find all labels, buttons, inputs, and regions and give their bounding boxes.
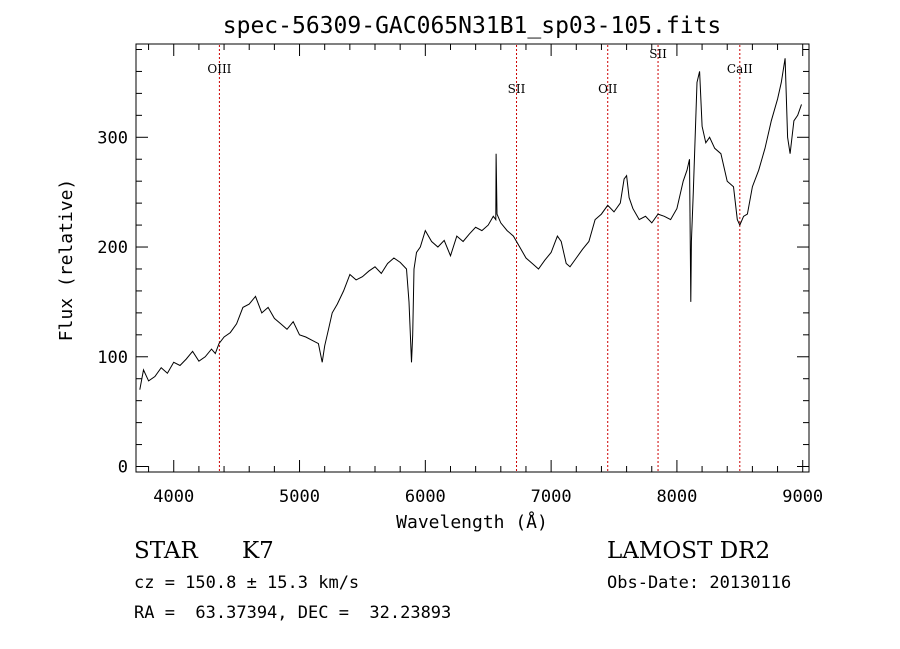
y-tick-label: 0	[118, 458, 128, 478]
spectral-line-label: OII	[598, 82, 618, 96]
spectrum-series-line	[139, 58, 802, 390]
spectral-line-markers: OIII SII OII SII CaII	[207, 45, 753, 471]
survey-name: LAMOST DR2	[607, 538, 771, 564]
y-axis-label: Flux (relative)	[56, 179, 77, 342]
object-subclass: K7	[242, 538, 274, 564]
plot-frame	[135, 43, 810, 473]
y-tick-label: 300	[97, 128, 128, 148]
ra-dec: RA = 63.37394, DEC = 32.23893	[134, 603, 452, 623]
x-tick-label: 4000	[153, 487, 194, 507]
x-tick-label: 5000	[279, 487, 320, 507]
chart-title: spec-56309-GAC065N31B1_sp03-105.fits	[223, 13, 722, 39]
x-axis-label: Wavelength (Å)	[396, 511, 548, 533]
spectral-line-label: OIII	[207, 62, 231, 76]
object-type: STAR	[134, 538, 198, 564]
x-tick-label: 7000	[531, 487, 572, 507]
redshift-cz: cz = 150.8 ± 15.3 km/s	[134, 573, 360, 593]
y-tick-label: 200	[97, 238, 128, 258]
x-tick-label: 6000	[405, 487, 446, 507]
y-tick-label: 100	[97, 348, 128, 368]
spectral-line-label: SII	[508, 82, 526, 96]
spectral-line-label: CaII	[727, 62, 753, 76]
x-tick-label: 8000	[656, 487, 697, 507]
y-axis: 0 100 200 300	[97, 48, 809, 478]
x-axis: 4000 5000 6000 7000 8000 9000	[148, 44, 823, 507]
spectral-line-label: SII	[649, 47, 667, 61]
obs-date: Obs-Date: 20130116	[607, 573, 792, 593]
x-tick-label: 9000	[782, 487, 823, 507]
